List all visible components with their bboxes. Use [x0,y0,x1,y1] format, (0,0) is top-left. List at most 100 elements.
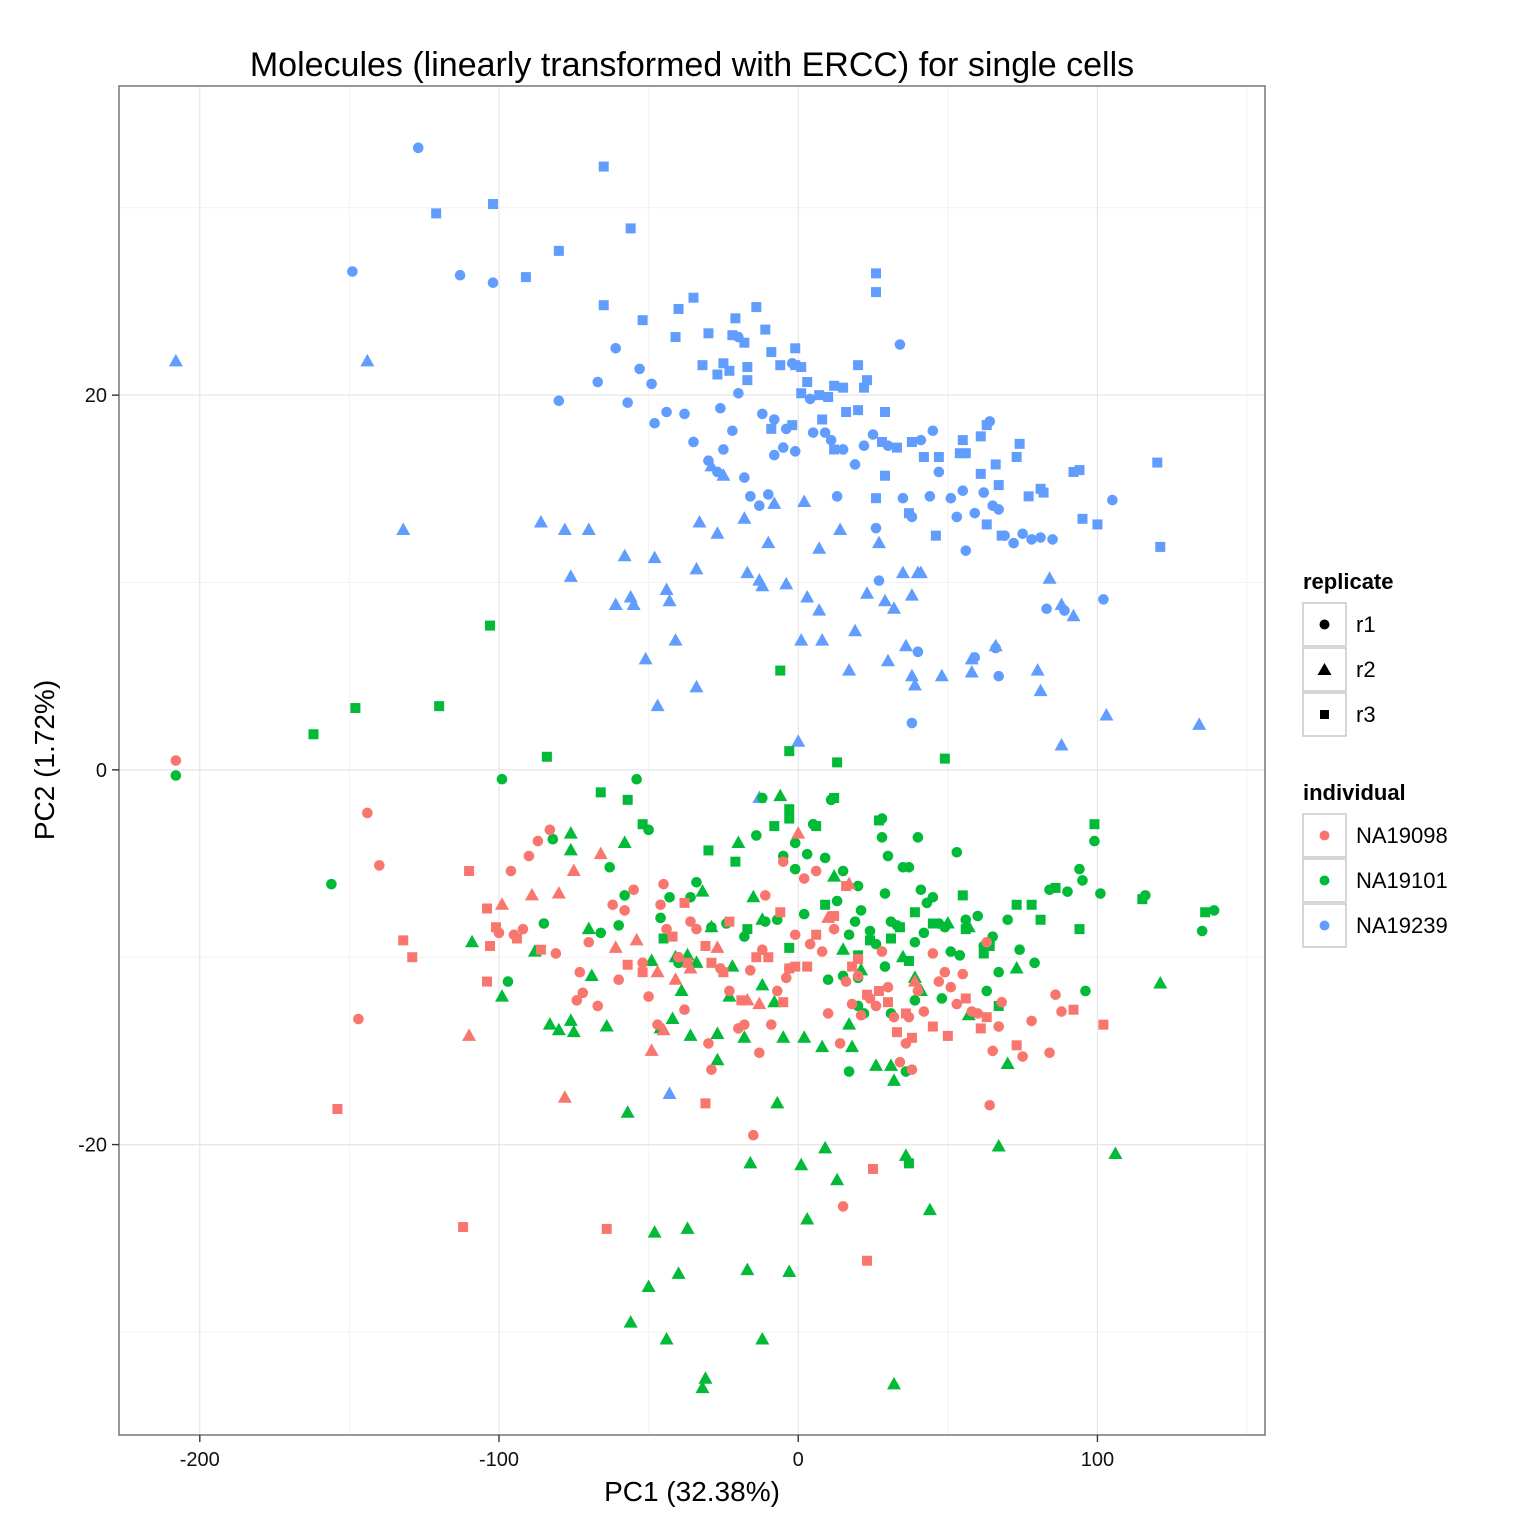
data-point [1014,438,1025,449]
data-point [960,545,972,556]
data-point [880,653,895,667]
data-point [662,593,677,607]
data-point [782,1264,797,1277]
y-tick-label: 0 [96,760,107,782]
data-point [993,966,1004,978]
data-point [517,923,529,935]
data-point [981,936,993,948]
data-point [644,1043,659,1056]
data-point [784,804,795,815]
data-point [643,991,654,1002]
data-point [784,963,795,974]
data-point [846,998,858,1010]
data-point [647,1225,662,1238]
data-point [883,1058,898,1071]
data-point [703,328,714,339]
data-point [1023,491,1034,502]
data-point [1098,1019,1109,1030]
data-point [993,480,1004,491]
data-point [574,966,586,978]
data-point [673,951,684,963]
data-point [407,952,418,963]
data-point [659,1331,674,1345]
na19098-color-swatch [1319,830,1330,841]
data-point [886,1376,901,1390]
data-point [1077,875,1088,886]
data-point [864,925,876,937]
data-point [703,1038,714,1049]
data-point [858,440,870,452]
data-point [940,916,955,929]
data-point [566,1024,581,1038]
data-point [1137,894,1148,905]
data-point [784,942,795,953]
data-point [547,833,559,845]
data-point [842,663,857,676]
data-point [945,946,957,957]
data-point [581,921,596,935]
data-point [761,535,776,549]
data-point [1011,1040,1022,1051]
data-point [829,380,840,391]
data-point [583,936,595,948]
data-point [879,470,890,481]
data-point [737,1030,752,1043]
data-point [488,199,499,210]
data-point [894,1056,906,1068]
data-point [396,522,411,536]
data-point [700,940,711,951]
data-point [679,408,690,420]
series-na19098-r1 [170,755,1067,1212]
data-point [777,856,789,867]
data-point [620,1105,635,1118]
data-point [1068,1004,1079,1015]
data-point [993,504,1004,515]
data-point [725,959,740,972]
data-point [927,1021,938,1032]
data-point [984,1099,996,1111]
data-point [170,770,182,781]
data-point [739,1019,750,1030]
data-point [828,923,840,935]
data-point [907,974,922,987]
data-point [906,1032,917,1043]
data-point [837,1201,849,1212]
x-tick-label: 100 [1081,1449,1114,1471]
data-point [689,679,704,693]
data-point [1092,519,1103,530]
data-point [877,593,892,607]
data-point [757,792,768,804]
data-point [776,1030,791,1043]
data-point [710,940,725,953]
series-na19101-r3 [308,620,1211,1169]
data-point [755,1331,770,1345]
data-point [736,995,747,1006]
data-point [1011,451,1022,462]
data-point [1026,899,1037,910]
x-axis-ticks: -200 -100 0 100 [180,1435,1114,1471]
data-point [804,393,816,405]
data-point [755,977,770,991]
data-point [936,993,948,1004]
data-point [859,382,870,393]
data-point [752,996,767,1010]
data-point [754,1047,765,1059]
data-point [704,458,719,472]
data-point [894,922,905,933]
data-point [511,933,522,944]
data-point [825,434,837,446]
data-point [951,847,963,858]
data-point [541,751,552,762]
data-point [553,245,564,256]
data-point [1035,914,1046,925]
legend-replicate-title: replicate [1303,569,1394,594]
data-point [906,717,918,729]
data-point [658,878,669,890]
data-point [815,633,830,646]
data-point [780,972,792,984]
data-point [637,967,648,978]
data-point [670,332,681,343]
data-point [882,997,893,1008]
data-point [658,933,669,944]
data-point [812,603,827,616]
